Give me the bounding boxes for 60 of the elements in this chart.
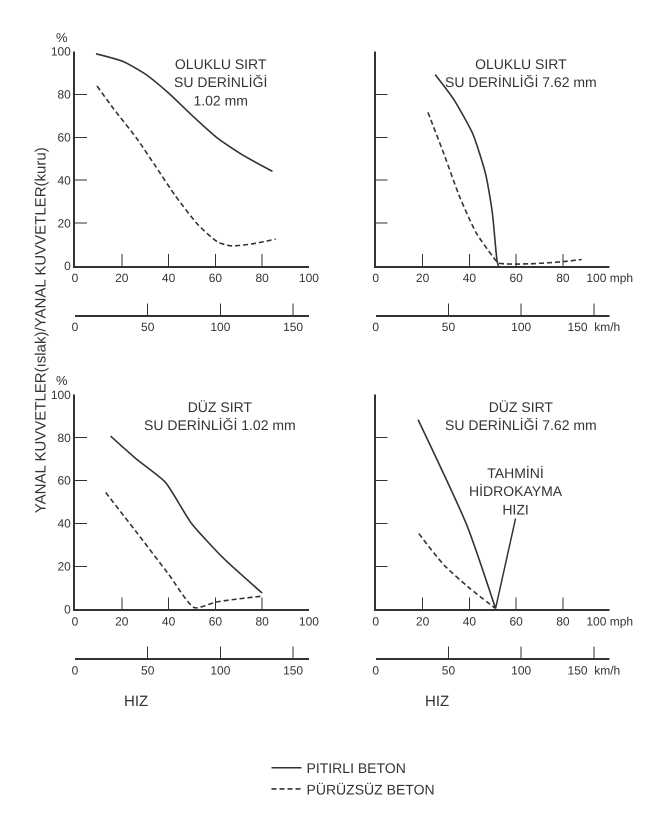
x-tick-label: 0 <box>372 271 380 286</box>
x-tick-label: 100 <box>298 614 320 628</box>
x2-tick-label: 0 <box>372 320 380 334</box>
y-tick-label: 80 <box>57 88 72 102</box>
x-tick-label: 80 <box>556 271 570 286</box>
x-tick-label: 20 <box>115 271 129 286</box>
x-tick-label: 40 <box>162 614 176 628</box>
x2-tick-label: 100 <box>511 320 532 334</box>
x-axis-title: HIZ <box>425 693 450 710</box>
x-tick-label: 60 <box>208 614 222 628</box>
y-tick-label: 100 <box>50 44 72 59</box>
x2-tick-label: 150 <box>283 320 304 334</box>
x-tick-label: 60 <box>509 614 524 628</box>
y-tick-label: 0 <box>64 259 72 274</box>
x-tick-label: 40 <box>462 614 476 628</box>
legend-label: PITIRLI BETON <box>306 760 406 776</box>
y-tick-label: 60 <box>57 474 72 488</box>
x2-tick-label: 150 km/h <box>568 663 620 678</box>
x-tick-label: 60 <box>208 271 222 286</box>
x2-tick-label: 100 <box>210 320 231 334</box>
text: % <box>56 373 68 388</box>
text: OLUKLU SIRT SU DERİNLİĞİ 1.02 mm <box>174 56 268 108</box>
text: OLUKLU SIRT SU DERİNLİĞİ 7.62 mm <box>445 56 597 90</box>
text: DÜZ SIRT SU DERİNLİĞİ 1.02 mm <box>144 399 296 434</box>
x-tick-label: 20 <box>416 271 430 286</box>
x2-tick-label: 50 <box>442 320 456 334</box>
x-tick-label: 80 <box>255 271 270 286</box>
x2-tick-label: 0 <box>372 663 380 678</box>
y-axis-title: YANAL KUVVETLER(ıslak)/YANAL KUVVETLER(kuru) <box>32 147 50 514</box>
legend-label: PÜRÜZSÜZ BETON <box>306 781 435 798</box>
y-tick-label: 0 <box>64 602 72 616</box>
x-axis-title: HIZ <box>124 693 148 710</box>
x-tick-label: 40 <box>462 271 476 286</box>
x-tick-label: 0 <box>372 614 380 628</box>
x2-tick-label: 100 <box>210 663 231 678</box>
x-tick-label: 80 <box>255 614 270 628</box>
x-tick-label: 100 mph <box>586 271 634 286</box>
y-tick-label: 100 <box>50 388 72 402</box>
x-tick-label: 100 <box>298 271 320 286</box>
y-tick-label: 60 <box>57 130 72 144</box>
x-tick-label: 20 <box>115 614 129 628</box>
x-tick-label: 20 <box>416 614 430 628</box>
y-tick-label: 20 <box>57 559 72 574</box>
x2-tick-label: 150 <box>283 663 304 678</box>
x2-tick-label: 50 <box>141 663 155 678</box>
annotation: TAHMİNİ HİDROKAYMA HIZI <box>469 465 563 518</box>
x-tick-label: 100 mph <box>586 614 634 628</box>
x-tick-label: 80 <box>556 614 570 628</box>
x2-tick-label: 150 km/h <box>568 320 620 334</box>
x2-tick-label: 100 <box>511 663 532 678</box>
y-tick-label: 40 <box>57 173 72 188</box>
y-tick-label: 80 <box>57 430 72 445</box>
x2-tick-label: 50 <box>141 320 155 334</box>
x2-tick-label: 50 <box>442 663 456 678</box>
y-tick-label: 20 <box>57 216 72 230</box>
text: % <box>56 30 68 45</box>
x-tick-label: 60 <box>509 271 524 286</box>
x-tick-label: 40 <box>162 271 176 286</box>
y-tick-label: 40 <box>57 516 72 531</box>
text: DÜZ SIRT SU DERİNLİĞİ 7.62 mm <box>445 399 597 434</box>
